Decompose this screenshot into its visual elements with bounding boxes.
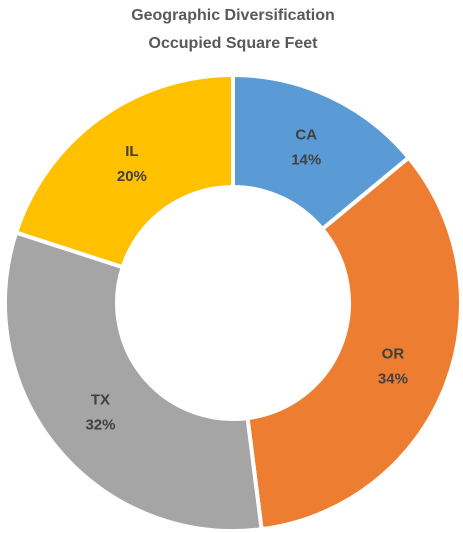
- category-label: OR: [382, 345, 405, 362]
- chart-subtitle: Occupied Square Feet: [149, 35, 319, 52]
- chart-title: Geographic Diversification: [131, 7, 335, 24]
- data-label: 20%: [117, 168, 147, 185]
- data-label: 14%: [291, 151, 321, 168]
- donut-slice: [13, 72, 235, 270]
- category-label: CA: [295, 126, 317, 143]
- data-label: 32%: [85, 417, 115, 434]
- data-label: 34%: [378, 370, 408, 387]
- category-label: IL: [125, 143, 138, 160]
- category-label: TX: [91, 392, 110, 409]
- donut-slice: [3, 230, 264, 533]
- donut-slice: [245, 154, 463, 532]
